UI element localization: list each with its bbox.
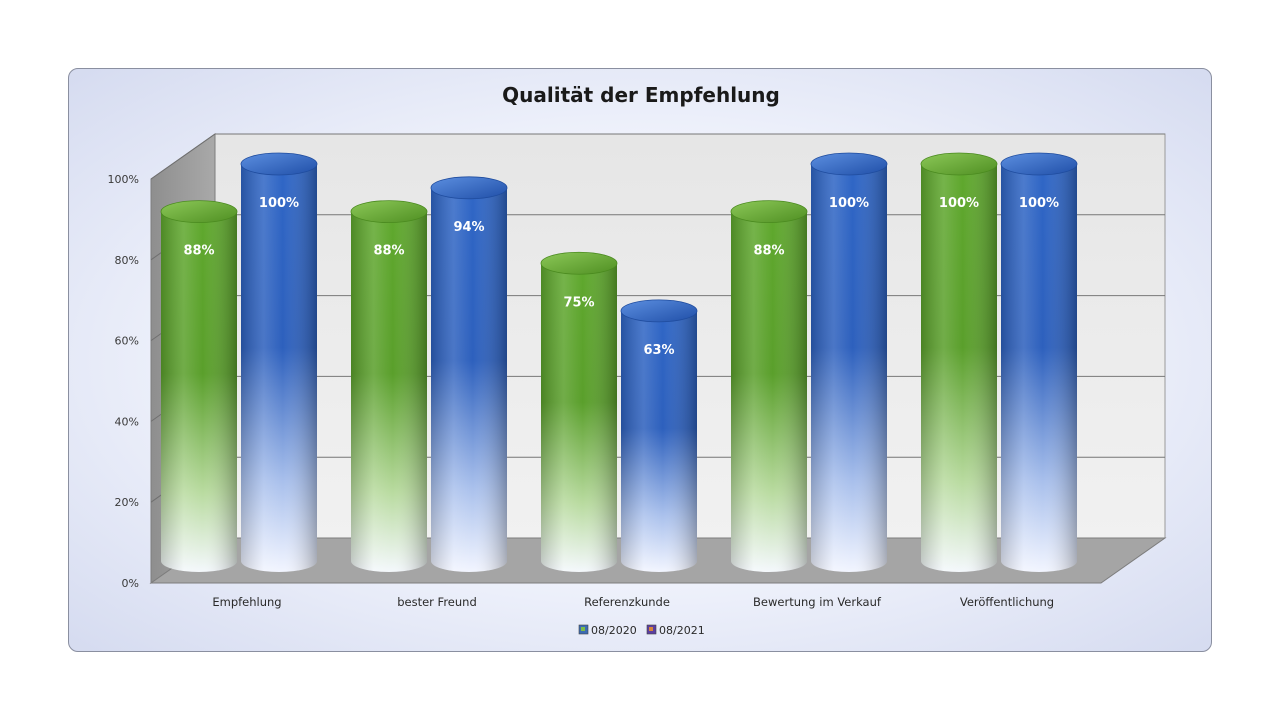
y-tick-label: 60% [115,335,139,348]
bar-shade [161,211,237,572]
bar-blue: 94% [430,176,508,572]
bar-green: 88% [160,200,238,572]
y-tick-label: 0% [122,577,139,590]
gridline-side [150,133,216,180]
bar-shade [1001,164,1077,572]
bar-top [430,176,508,200]
bar-green: 75% [540,251,618,572]
bar-blue: 100% [810,152,888,572]
x-tick-label: Referenzkunde [584,595,670,609]
legend-label: 08/2020 [591,624,637,637]
bar-top [810,152,888,176]
bar-shade [541,263,617,572]
bar-shade [731,211,807,572]
data-label: 88% [753,244,784,259]
data-label: 100% [1019,196,1059,211]
legend-label: 08/2021 [659,624,705,637]
bar-top [920,152,998,176]
legend-swatch-inner [581,627,585,631]
data-label: 100% [259,196,299,211]
chart-canvas: Qualität der Empfehlung 0% 20% 40% 60% 80% 10… [108,83,1167,637]
bar-top [240,152,318,176]
bar-top [350,200,428,224]
data-label: 75% [563,295,594,310]
legend: 08/2020 08/2021 [578,624,705,637]
data-label: 94% [453,220,484,235]
data-label: 100% [939,196,979,211]
chart-area: Qualität der Empfehlung 0% 20% 40% 60% 80% 10… [68,68,1212,652]
bar-green: 88% [350,200,428,572]
y-tick-label: 40% [115,415,139,428]
data-label: 63% [643,343,674,358]
bar-shade [921,164,997,572]
x-tick-label: Empfehlung [212,595,281,609]
bars: 88% 100% 88% 94% 75% 63% 88% 100% 100% 100% [160,152,1078,572]
bar-top [620,299,698,323]
chart-title: Qualität der Empfehlung [502,83,780,107]
bar-blue: 100% [1000,152,1078,572]
bar-green: 88% [730,200,808,572]
bar-top [730,200,808,224]
data-label: 100% [829,196,869,211]
bar-top [540,251,618,275]
y-tick-label: 80% [115,254,139,267]
legend-swatch-inner [649,627,653,631]
y-tick-label: 100% [108,173,139,186]
x-tick-label: Veröffentlichung [960,595,1054,609]
bar-shade [351,211,427,572]
bar-green: 100% [920,152,998,572]
data-label: 88% [183,244,214,259]
bar-shade [621,310,697,572]
bar-blue: 63% [620,299,698,572]
bar-top [160,200,238,224]
y-tick-label: 20% [115,496,139,509]
bar-top [1000,152,1078,176]
data-label: 88% [373,244,404,259]
x-tick-label: Bewertung im Verkauf [753,595,882,609]
bar-shade [811,164,887,572]
y-axis-ticks: 0% 20% 40% 60% 80% 100% [108,173,139,590]
bar-shade [431,187,507,572]
x-tick-label: bester Freund [397,595,477,609]
bar-blue: 100% [240,152,318,572]
bar-shade [241,164,317,572]
x-axis-categories: Empfehlung bester Freund Referenzkunde Bewe… [212,595,1054,609]
